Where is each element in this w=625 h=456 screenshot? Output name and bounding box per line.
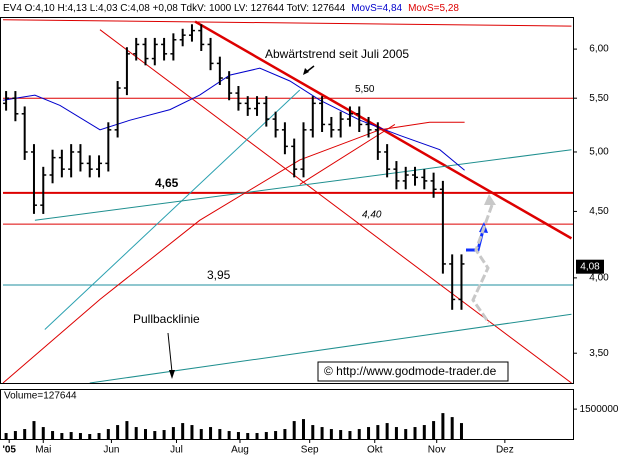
volume-bar — [311, 425, 315, 439]
projection-path — [471, 204, 494, 324]
x-tick-label: Dez — [496, 445, 514, 456]
header: EV4 O:4,10 H:4,13 L:4,03 C:4,08 +0,08 Td… — [3, 3, 459, 14]
volume-bar — [432, 421, 436, 439]
volume-bar — [97, 433, 101, 439]
volume-bar — [181, 423, 185, 439]
trendline — [299, 124, 396, 185]
price-panel-border — [0, 17, 574, 384]
x-tick-label: Jul — [170, 445, 183, 456]
volume-bar — [422, 425, 426, 439]
volume-bar — [283, 429, 287, 439]
x-tick-label: Jun — [103, 445, 119, 456]
level-label: 3,95 — [207, 268, 231, 282]
y-tick-label: 5,50 — [589, 93, 609, 104]
trendline — [34, 149, 572, 221]
annotation-arrowhead — [303, 68, 309, 75]
volume-bar — [339, 430, 343, 439]
moving-average — [2, 121, 465, 384]
volume-bar — [385, 423, 389, 439]
volume-bar — [23, 429, 27, 439]
x-tick-label: Sep — [301, 445, 319, 456]
volume-bar — [413, 427, 417, 439]
volume-bar — [255, 433, 259, 439]
trendline — [194, 20, 573, 240]
plot-area: 5,50 4,65 4,40 3,95 — [2, 19, 573, 439]
copyright-box — [317, 361, 509, 382]
volume-bar — [162, 430, 166, 439]
volume-bar — [459, 423, 463, 439]
volume-bar — [218, 429, 222, 439]
volume-bar — [450, 417, 454, 439]
level-label: 4,40 — [362, 210, 382, 221]
volume-panel-border — [0, 389, 574, 440]
volume-bar — [88, 434, 92, 439]
volume-bar — [357, 429, 361, 439]
y-tick-label: 6,00 — [589, 44, 609, 55]
x-tick-label: Mai — [35, 445, 51, 456]
volume-bar — [236, 432, 240, 439]
trendline — [44, 89, 301, 330]
volume-bar — [171, 427, 175, 439]
volume-bar — [199, 429, 203, 439]
volume-bar — [78, 433, 82, 439]
volume-label: Volume=127644 — [4, 391, 77, 402]
volume-bar — [153, 431, 157, 439]
annotation-arrow — [167, 332, 173, 373]
volume-bar — [125, 421, 129, 439]
y-tick-label: 4,50 — [589, 206, 609, 217]
volume-bar — [301, 419, 305, 439]
header-part: EV4 O:4,10 H:4,13 L:4,03 C:4,08 +0,08 Td… — [3, 3, 346, 14]
volume-bar — [32, 421, 36, 439]
last-price-tag — [576, 259, 604, 274]
y-tick-label: 4,00 — [589, 273, 609, 284]
volume-bar — [190, 425, 194, 439]
volume-bar — [394, 427, 398, 439]
volume-bar — [404, 429, 408, 439]
y-tick-label: 3,50 — [589, 348, 609, 359]
pullback-annotation: Pullbacklinie — [133, 312, 200, 326]
header-part: MovS=4,84 — [351, 3, 402, 14]
volume-bar — [4, 433, 8, 439]
volume-bar — [13, 431, 17, 439]
volume-bar — [329, 429, 333, 439]
x-tick-label: Nov — [428, 445, 446, 456]
volume-bar — [209, 427, 213, 439]
volume-bar — [60, 433, 64, 439]
volume-bar — [441, 413, 445, 439]
annotation-arrowhead — [169, 370, 175, 379]
x-tick-label: '05 — [2, 445, 16, 456]
header-part: MovS=5,28 — [408, 3, 459, 14]
x-tick-label: Aug — [231, 445, 249, 456]
volume-bar — [274, 431, 278, 439]
volume-bar — [144, 429, 147, 439]
volume-bar — [264, 432, 268, 439]
volume-bar — [376, 425, 380, 439]
trendline — [99, 29, 572, 384]
volume-bar — [367, 427, 371, 439]
volume-bar — [292, 421, 296, 439]
projection-arrowhead — [484, 194, 496, 205]
volume-tick-label: 1500000 — [580, 404, 619, 415]
volume-bar — [106, 429, 110, 439]
trendline — [2, 19, 572, 27]
x-tick-label: Okt — [367, 445, 383, 456]
volume-bar — [246, 433, 250, 439]
last-price-label: 4,08 — [580, 261, 600, 272]
volume-bar — [320, 427, 324, 439]
volume-bar — [51, 431, 55, 439]
volume-bar — [348, 431, 352, 439]
volume-bar — [41, 427, 45, 439]
volume-bar — [227, 431, 231, 439]
trend-annotation: Abwärtstrend seit Juli 2005 — [265, 47, 409, 61]
volume-bar — [134, 427, 138, 439]
level-label: 4,65 — [155, 176, 179, 190]
level-label: 5,50 — [355, 84, 375, 95]
copyright: © http://www.godmode-trader.de — [324, 364, 497, 378]
y-tick-label: 5,00 — [589, 147, 609, 158]
volume-bar — [116, 425, 120, 439]
volume-bar — [69, 432, 73, 439]
